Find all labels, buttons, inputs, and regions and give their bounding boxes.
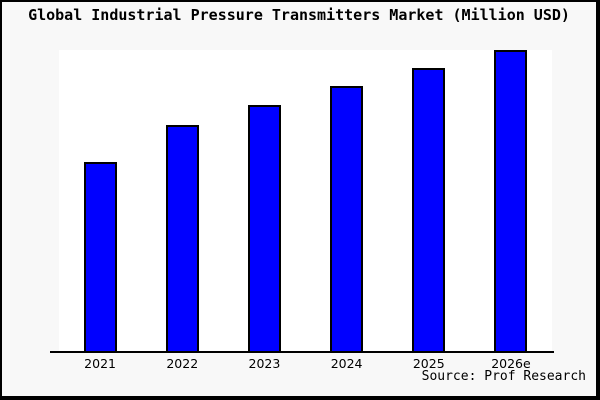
bar-slot (59, 50, 141, 351)
x-tick-label-2022: 2022 (166, 356, 199, 371)
bar-2023 (247, 105, 281, 351)
x-axis-labels: 2021 2022 2023 2024 2025 2026e (59, 356, 552, 371)
x-tick-label-2023: 2023 (248, 356, 281, 371)
bar-slot (388, 50, 470, 351)
bar-2025 (412, 67, 446, 351)
bar-slot (306, 50, 388, 351)
bar-2022 (165, 124, 199, 351)
bar-slot (470, 50, 552, 351)
bar-slot (223, 50, 305, 351)
x-tick-label-2024: 2024 (330, 356, 363, 371)
x-tick-label-2026e: 2026e (491, 356, 531, 371)
chart-title: Global Industrial Pressure Transmitters … (28, 6, 570, 24)
x-axis-line (50, 351, 554, 353)
bar-2021 (83, 161, 117, 351)
bar-2024 (330, 86, 364, 351)
plot-area (59, 50, 552, 351)
bar-slot (141, 50, 223, 351)
x-tick-label-2025: 2025 (412, 356, 445, 371)
x-tick-label-2021: 2021 (84, 356, 116, 371)
source-note: Source: Prof Research (421, 369, 586, 384)
bar-2026e (494, 50, 528, 351)
